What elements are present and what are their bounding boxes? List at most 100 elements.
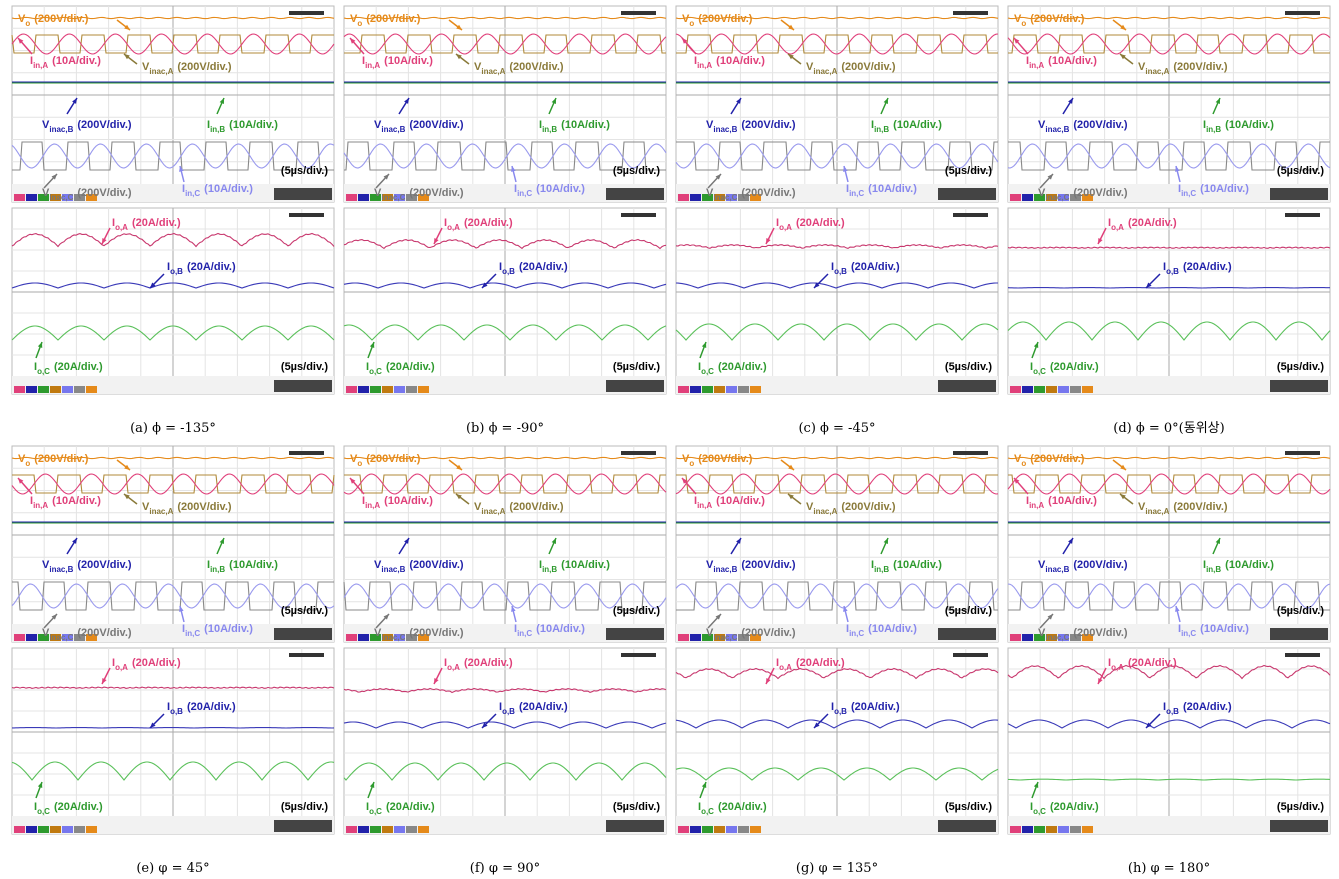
- label-scale: (10A/div.): [893, 559, 942, 571]
- label-scale: (10A/div.): [716, 495, 765, 507]
- channel-box: [74, 634, 85, 641]
- label-symbol: V: [1038, 559, 1046, 571]
- label-symbol: I: [831, 701, 834, 713]
- label-symbol: I: [1108, 657, 1111, 669]
- channel-box: [74, 194, 85, 201]
- label-scale: (20A/div.): [851, 261, 900, 273]
- label-symbol: V: [1014, 13, 1022, 25]
- channel-box: [346, 634, 357, 641]
- arrow-head: [511, 606, 516, 612]
- arrow-head: [1175, 606, 1180, 612]
- trace-label: Vinac,C (200V/div.): [374, 627, 464, 642]
- arrow-head: [18, 38, 24, 44]
- channel-box: [14, 194, 25, 201]
- label-symbol: V: [142, 61, 150, 73]
- label-subscript: inac,C: [1045, 633, 1069, 642]
- label-symbol: I: [1203, 119, 1206, 131]
- label-scale: (200V/div.): [741, 559, 796, 571]
- waveform: [676, 141, 998, 171]
- arrow-head: [883, 98, 888, 104]
- arrow-head: [788, 494, 794, 500]
- timebase: (5µs/div.): [281, 605, 328, 617]
- channel-box: [678, 386, 689, 393]
- label-subscript: in,B: [210, 125, 225, 134]
- label-subscript: inac,B: [713, 565, 737, 574]
- arrow-head: [383, 174, 389, 180]
- panel: Vo (200V/div.) Iin,A (10A/div.) Vinac,A (200V…: [11, 5, 335, 436]
- label-symbol: V: [706, 119, 714, 131]
- arrow-head: [788, 24, 794, 30]
- trace-label: Iin,B (10A/div.): [871, 119, 942, 134]
- waveform: [1008, 141, 1330, 171]
- arrow-head: [18, 478, 24, 484]
- arrow-head: [1033, 782, 1039, 788]
- waveform: [11, 16, 335, 20]
- channel-box: [726, 386, 737, 393]
- arrow-head: [350, 478, 356, 484]
- arrow-head: [701, 342, 707, 348]
- label-scale: (20A/div.): [187, 261, 236, 273]
- channel-box: [62, 194, 73, 201]
- waveform: [343, 581, 666, 611]
- trace-label: Io,A (20A/div.): [112, 657, 181, 672]
- label-subscript: in,B: [874, 125, 889, 134]
- trace-label: Iin,B (10A/div.): [207, 119, 278, 134]
- label-subscript: o,A: [779, 223, 792, 232]
- channel-box: [38, 826, 49, 833]
- channel-box: [62, 386, 73, 393]
- label-subscript: inac,C: [713, 633, 737, 642]
- label-symbol: V: [474, 61, 482, 73]
- waveform: [343, 16, 667, 20]
- label-symbol: I: [846, 183, 849, 195]
- trace-label: Io,C (20A/div.): [1030, 361, 1099, 376]
- timebase: (5µs/div.): [613, 361, 660, 373]
- logo: [1285, 11, 1320, 15]
- label-scale: (10A/div.): [561, 559, 610, 571]
- label-scale: (200V/div.): [34, 453, 89, 465]
- channel-box: [358, 194, 369, 201]
- channel-box: [1022, 826, 1033, 833]
- label-subscript: inac,C: [1045, 193, 1069, 202]
- label-subscript: inac,A: [481, 507, 505, 516]
- trace-label: Io,B (20A/div.): [1163, 261, 1232, 276]
- label-subscript: in,C: [517, 629, 532, 638]
- timebase: (5µs/div.): [945, 605, 992, 617]
- label-scale: (20A/div.): [386, 801, 435, 813]
- label-scale: (200V/div.): [77, 627, 132, 639]
- channel-box: [726, 826, 737, 833]
- label-symbol: I: [182, 623, 185, 635]
- label-subscript: in,A: [1029, 501, 1044, 510]
- label-symbol: I: [1108, 217, 1111, 229]
- label-subscript: o,C: [701, 807, 714, 816]
- logo: [621, 11, 656, 15]
- trace-label: Io,C (20A/div.): [34, 801, 103, 816]
- trace-label: Io,B (20A/div.): [831, 701, 900, 716]
- arrow-head: [883, 538, 888, 544]
- label-symbol: V: [374, 627, 382, 639]
- channel-box: [418, 386, 429, 393]
- channel-box: [1058, 826, 1069, 833]
- waveform: [675, 473, 999, 495]
- waveform: [676, 581, 998, 611]
- channel-box: [1022, 634, 1033, 641]
- trace-label: Vinac,A (200V/div.): [142, 61, 232, 76]
- label-scale: (20A/div.): [1183, 261, 1232, 273]
- waveform: [12, 581, 334, 611]
- timebase: (5µs/div.): [1277, 165, 1324, 177]
- arrow-head: [124, 24, 130, 30]
- label-subscript: o: [357, 19, 362, 28]
- label-subscript: inac,C: [49, 633, 73, 642]
- waveform: [675, 143, 999, 169]
- channel-box: [678, 826, 689, 833]
- waveform: [675, 456, 999, 460]
- label-scale: (200V/div.): [177, 501, 232, 513]
- label-symbol: I: [871, 119, 874, 131]
- label-scale: (20A/div.): [132, 657, 181, 669]
- label-scale: (10A/div.): [1048, 495, 1097, 507]
- channel-box: [370, 826, 381, 833]
- trace-label: Vinac,A (200V/div.): [1138, 501, 1228, 516]
- arrow-head: [404, 98, 409, 104]
- arrow-head: [1014, 38, 1020, 44]
- channel-box: [406, 386, 417, 393]
- label-scale: (20A/div.): [386, 361, 435, 373]
